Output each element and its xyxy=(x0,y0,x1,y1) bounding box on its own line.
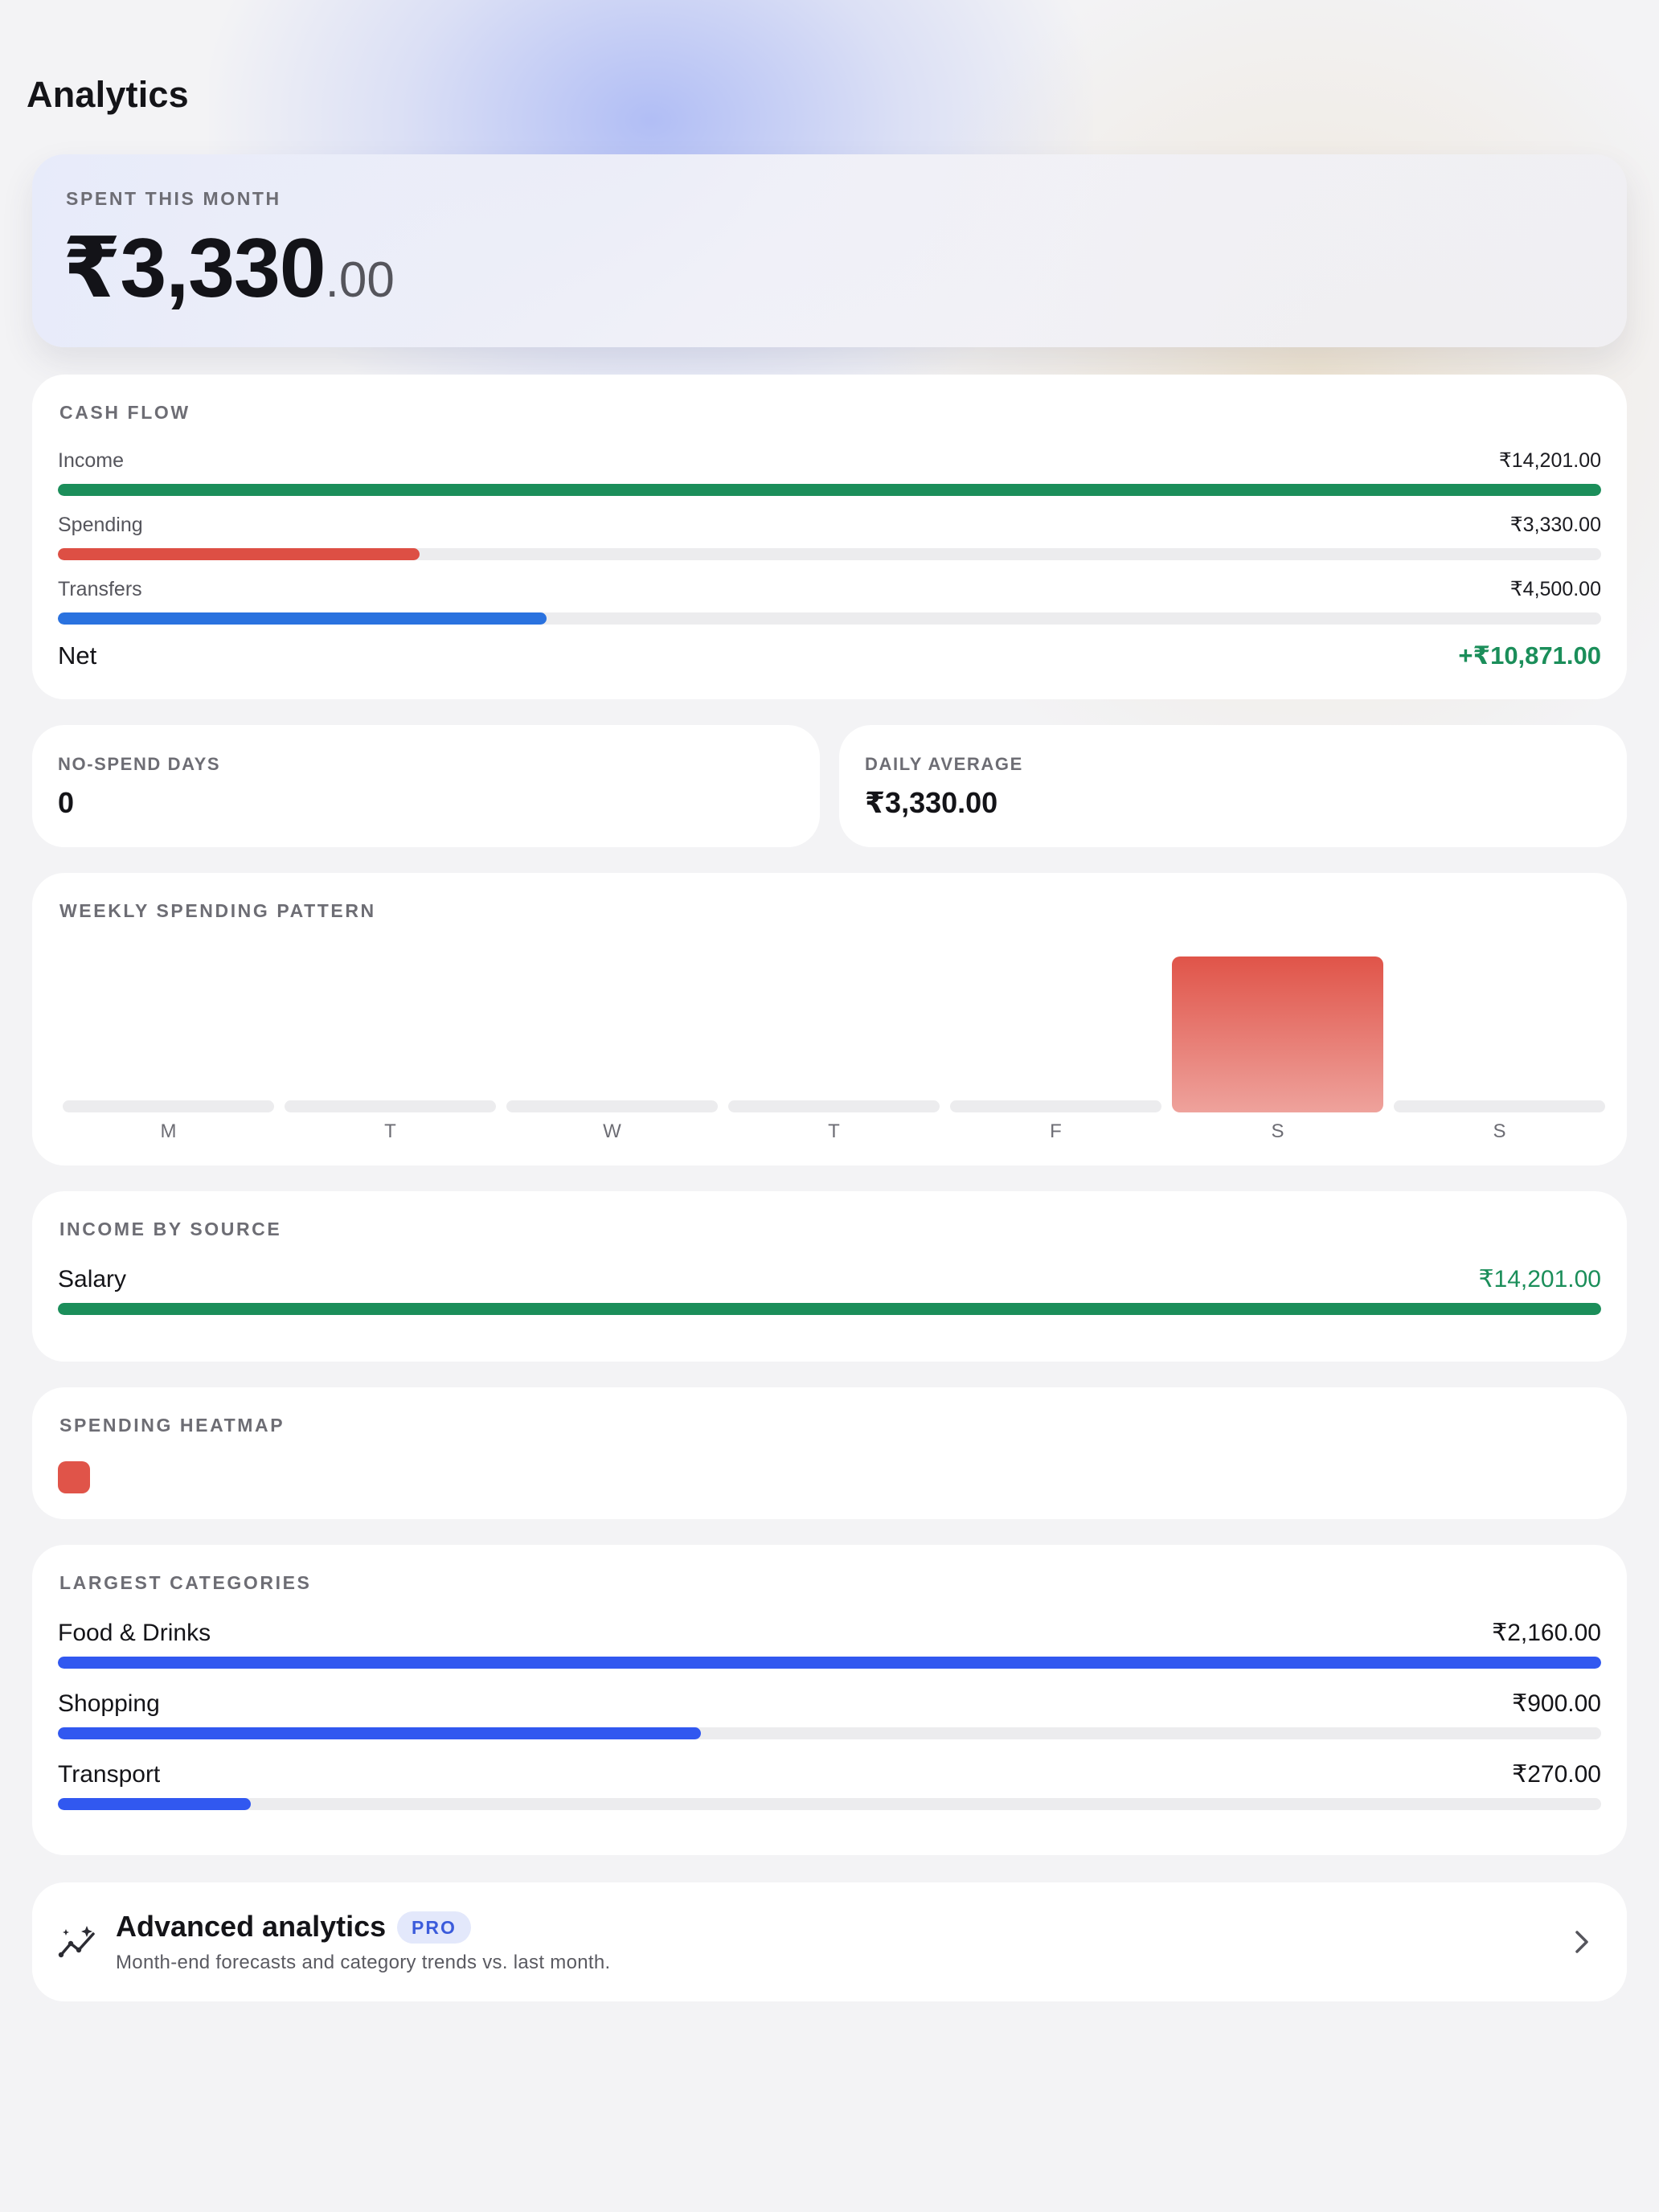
cash-flow-label: CASH FLOW xyxy=(59,402,190,423)
income-source-row-salary: Salary ₹14,201.00 xyxy=(58,1265,1601,1315)
weekly-day-label-2: W xyxy=(603,1120,621,1142)
row-value: ₹4,500.00 xyxy=(1509,578,1601,600)
category-row-shopping: Shopping ₹900.00 xyxy=(58,1690,1601,1739)
daily-average-value: ₹3,330.00 xyxy=(865,786,998,819)
largest-categories-card: LARGEST CATEGORIES Food & Drinks ₹2,160.… xyxy=(32,1545,1627,1855)
progress-track xyxy=(58,1657,1601,1669)
weekly-day-label-0: M xyxy=(161,1120,177,1142)
row-label: Income xyxy=(58,449,124,472)
cash-flow-card: CASH FLOW Income ₹14,201.00 Spending ₹3,… xyxy=(32,375,1627,699)
row-value: ₹270.00 xyxy=(1512,1761,1601,1788)
spent-amount-main: ₹3,330 xyxy=(63,222,326,315)
weekly-spending-card: WEEKLY SPENDING PATTERN M T W T F S S xyxy=(32,873,1627,1165)
spent-label: SPENT THIS MONTH xyxy=(66,188,281,209)
cash-flow-row-transfers: Transfers ₹4,500.00 xyxy=(58,577,1601,625)
weekly-label: WEEKLY SPENDING PATTERN xyxy=(59,900,376,921)
row-label: Shopping xyxy=(58,1690,160,1717)
weekly-day-label-1: T xyxy=(384,1120,396,1142)
category-row-food: Food & Drinks ₹2,160.00 xyxy=(58,1619,1601,1669)
cash-flow-row-spending: Spending ₹3,330.00 xyxy=(58,513,1601,560)
cash-flow-row-income: Income ₹14,201.00 xyxy=(58,449,1601,496)
progress-fill xyxy=(58,548,420,560)
weekly-bar-5 xyxy=(1172,956,1383,1112)
weekly-day-label-6: S xyxy=(1493,1120,1505,1142)
spent-amount-cents: .00 xyxy=(325,252,395,308)
weekly-day-label-3: T xyxy=(828,1120,840,1142)
spent-amount: ₹3,330.00 xyxy=(63,219,395,317)
page-title: Analytics xyxy=(27,74,189,115)
progress-fill xyxy=(58,1657,1601,1669)
progress-track xyxy=(58,1727,1601,1739)
row-label: Transport xyxy=(58,1761,161,1788)
daily-average-label: DAILY AVERAGE xyxy=(865,754,1023,774)
weekly-bar-6 xyxy=(1394,1100,1605,1112)
net-value: +₹10,871.00 xyxy=(1458,641,1601,670)
spent-this-month-card: SPENT THIS MONTH ₹3,330.00 xyxy=(32,154,1627,347)
categories-label: LARGEST CATEGORIES xyxy=(59,1572,312,1593)
row-value: ₹2,160.00 xyxy=(1492,1620,1601,1646)
progress-track xyxy=(58,484,1601,496)
row-value: ₹14,201.00 xyxy=(1478,1266,1601,1292)
row-label: Spending xyxy=(58,514,143,536)
net-label: Net xyxy=(58,641,97,670)
weekly-bar-2 xyxy=(506,1100,718,1112)
row-label: Salary xyxy=(58,1266,127,1292)
progress-track xyxy=(58,548,1601,560)
progress-track xyxy=(58,1798,1601,1810)
progress-fill xyxy=(58,612,547,625)
income-source-label: INCOME BY SOURCE xyxy=(59,1219,282,1239)
weekly-bar-3 xyxy=(728,1100,940,1112)
row-label: Transfers xyxy=(58,578,142,600)
row-value: ₹3,330.00 xyxy=(1509,514,1601,536)
category-row-transport: Transport ₹270.00 xyxy=(58,1760,1601,1810)
progress-fill xyxy=(58,1727,702,1739)
weekly-bar-0 xyxy=(63,1100,274,1112)
weekly-day-label-5: S xyxy=(1271,1120,1284,1142)
progress-track xyxy=(58,612,1601,625)
net-row: Net +₹10,871.00 xyxy=(58,641,1601,670)
row-label: Food & Drinks xyxy=(58,1620,211,1646)
weekly-bar-4 xyxy=(950,1100,1161,1112)
advanced-analytics-card[interactable]: Advanced analytics PRO Month-end forecas… xyxy=(32,1882,1627,2001)
advanced-title: Advanced analytics xyxy=(116,1910,387,1943)
weekly-bar-1 xyxy=(285,1100,496,1112)
progress-track xyxy=(58,1303,1601,1315)
chevron-right-icon[interactable] xyxy=(1572,1927,1591,1956)
spending-heatmap-card: SPENDING HEATMAP xyxy=(32,1387,1627,1519)
pro-badge: PRO xyxy=(397,1911,471,1944)
progress-fill xyxy=(58,1798,251,1810)
row-value: ₹900.00 xyxy=(1512,1690,1601,1717)
advanced-subtitle: Month-end forecasts and category trends … xyxy=(116,1952,611,1973)
no-spend-label: NO-SPEND DAYS xyxy=(58,754,221,774)
sparkle-trend-icon xyxy=(58,1926,95,1958)
heatmap-cell[interactable] xyxy=(58,1461,90,1493)
row-value: ₹14,201.00 xyxy=(1498,449,1601,472)
heatmap-label: SPENDING HEATMAP xyxy=(59,1415,285,1436)
weekly-day-label-4: F xyxy=(1050,1120,1062,1142)
progress-fill xyxy=(58,484,1601,496)
income-by-source-card: INCOME BY SOURCE Salary ₹14,201.00 xyxy=(32,1191,1627,1362)
no-spend-days-card: NO-SPEND DAYS 0 xyxy=(32,725,820,847)
no-spend-value: 0 xyxy=(58,786,75,819)
progress-fill xyxy=(58,1303,1601,1315)
daily-average-card: DAILY AVERAGE ₹3,330.00 xyxy=(839,725,1627,847)
